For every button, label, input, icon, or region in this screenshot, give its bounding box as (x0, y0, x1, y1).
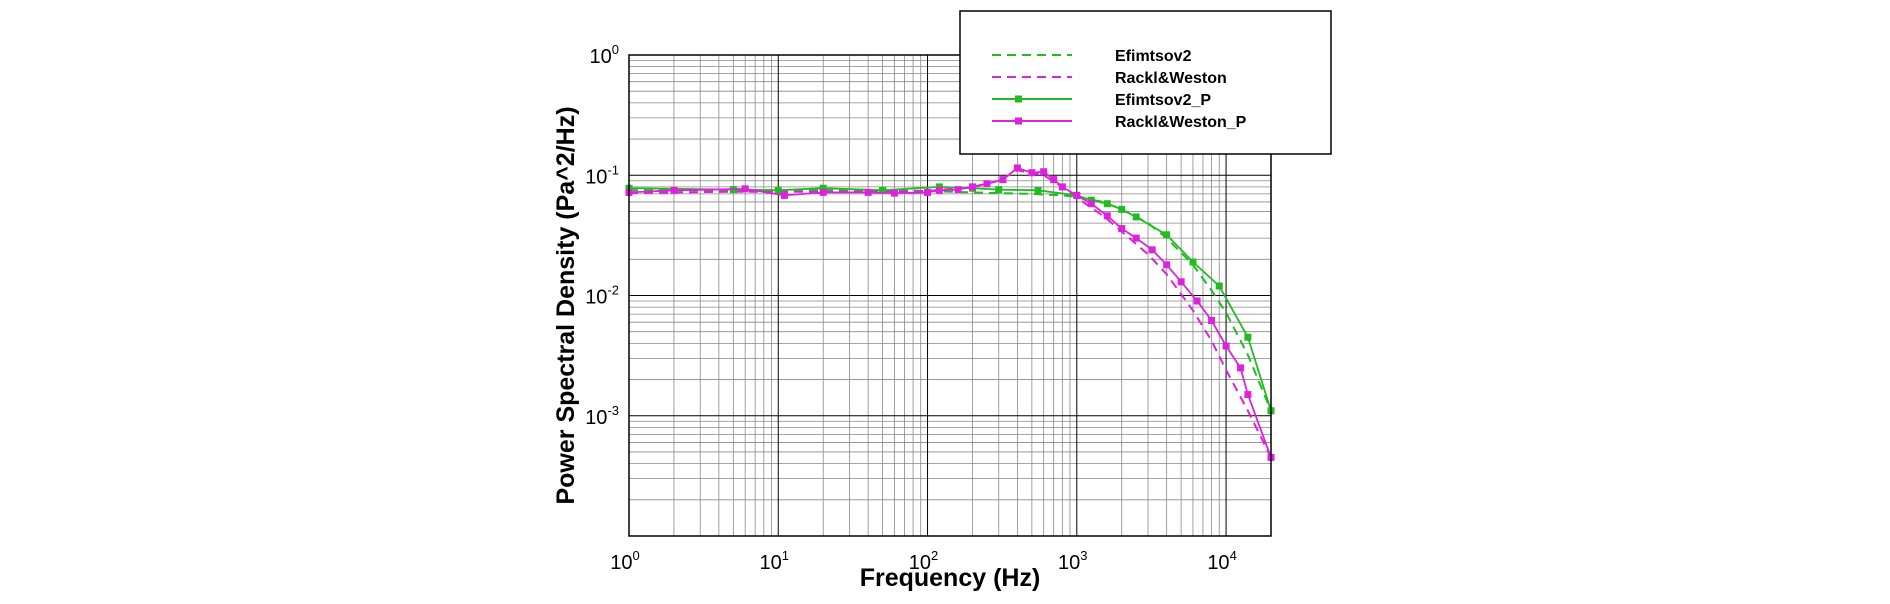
data-point-rackl-weston-p (1050, 176, 1058, 184)
series-line-rackl-weston (628, 169, 1272, 458)
legend-label-rackl-weston-p: Rackl&Weston_P (1115, 114, 1247, 131)
x-tick-label: 104 (1207, 548, 1236, 574)
data-point-rackl-weston-p (1237, 364, 1245, 372)
data-point-rackl-weston-p (1132, 234, 1140, 242)
data-point-rackl-weston-p (780, 191, 788, 199)
data-point-rackl-weston-p (983, 180, 991, 188)
data-point-rackl-weston-p (924, 188, 932, 196)
data-point-efimtsov2-p (1215, 282, 1223, 290)
data-point-rackl-weston-p (968, 183, 976, 191)
data-point-efimtsov2-p (1118, 205, 1126, 213)
data-point-efimtsov2-p (819, 184, 827, 192)
x-tick-label: 101 (760, 548, 789, 574)
data-point-rackl-weston-p (1013, 164, 1021, 172)
y-tick-label: 10-3 (585, 403, 619, 429)
data-point-rackl-weston-p (670, 186, 678, 194)
data-point-rackl-weston-p (1058, 183, 1066, 191)
x-tick-label: 100 (610, 548, 639, 574)
data-point-rackl-weston-p (1208, 316, 1216, 324)
data-point-efimtsov2-p (995, 186, 1003, 194)
plot-frame (628, 54, 1272, 537)
data-point-rackl-weston-p (999, 176, 1007, 184)
legend-label-efimtsov2-p: Efimtsov2_P (1115, 92, 1211, 109)
legend-box (959, 10, 1332, 155)
data-point-rackl-weston-p (1028, 169, 1036, 177)
series-line-efimtsov2-p (628, 185, 1272, 412)
y-tick-labels: 10-3 10-2 10-1 100 (585, 42, 619, 429)
legend: Efimtsov2 Rackl&Weston Efimtsov2_P Rackl&We… (959, 10, 1332, 155)
data-point-rackl-weston-p (1177, 278, 1185, 286)
legend-marker-rackl-weston-p (1015, 117, 1022, 125)
data-point-rackl-weston-p (1087, 200, 1095, 208)
data-point-efimtsov2-p (1163, 231, 1171, 239)
data-point-rackl-weston-p (1244, 391, 1252, 399)
data-point-efimtsov2-p (1034, 186, 1042, 194)
legend-marker-efimtsov2-p (1015, 95, 1022, 103)
data-point-rackl-weston-p (741, 185, 749, 193)
data-point-efimtsov2-p (879, 186, 887, 194)
y-tick-label: 10-2 (585, 283, 619, 309)
series-layer (625, 164, 1275, 461)
data-point-rackl-weston-p (954, 186, 962, 194)
x-tick-label: 102 (909, 548, 938, 574)
data-point-rackl-weston-p (1040, 168, 1048, 176)
y-tick-label: 100 (590, 42, 619, 68)
y-axis-label: Power Spectral Density (Pa^2/Hz) (552, 106, 580, 504)
data-point-rackl-weston-p (819, 188, 827, 196)
data-point-rackl-weston-p (864, 188, 872, 196)
data-point-rackl-weston-p (1193, 297, 1201, 305)
x-axis-label: Frequency (Hz) (860, 564, 1041, 592)
x-tick-label: 103 (1058, 548, 1087, 574)
legend-label-efimtsov2: Efimtsov2 (1115, 48, 1192, 65)
legend-label-rackl-weston: Rackl&Weston (1115, 70, 1227, 87)
data-point-efimtsov2-p (1244, 333, 1252, 341)
data-point-rackl-weston-p (1118, 225, 1126, 233)
data-point-rackl-weston-p (1222, 342, 1230, 350)
data-point-efimtsov2-p (1189, 258, 1197, 266)
data-point-rackl-weston-p (1073, 191, 1081, 199)
data-point-efimtsov2-p (1103, 200, 1111, 208)
data-point-rackl-weston-p (890, 189, 898, 197)
data-point-rackl-weston-p (1148, 246, 1156, 254)
data-point-rackl-weston-p (1103, 212, 1111, 220)
data-point-efimtsov2-p (1132, 213, 1140, 221)
y-tick-label: 10-1 (585, 162, 619, 188)
data-point-rackl-weston-p (935, 186, 943, 194)
x-tick-labels: 100 101 102 103 104 (610, 548, 1237, 574)
data-point-rackl-weston-p (1163, 261, 1171, 269)
data-point-efimtsov2-p (774, 186, 782, 194)
